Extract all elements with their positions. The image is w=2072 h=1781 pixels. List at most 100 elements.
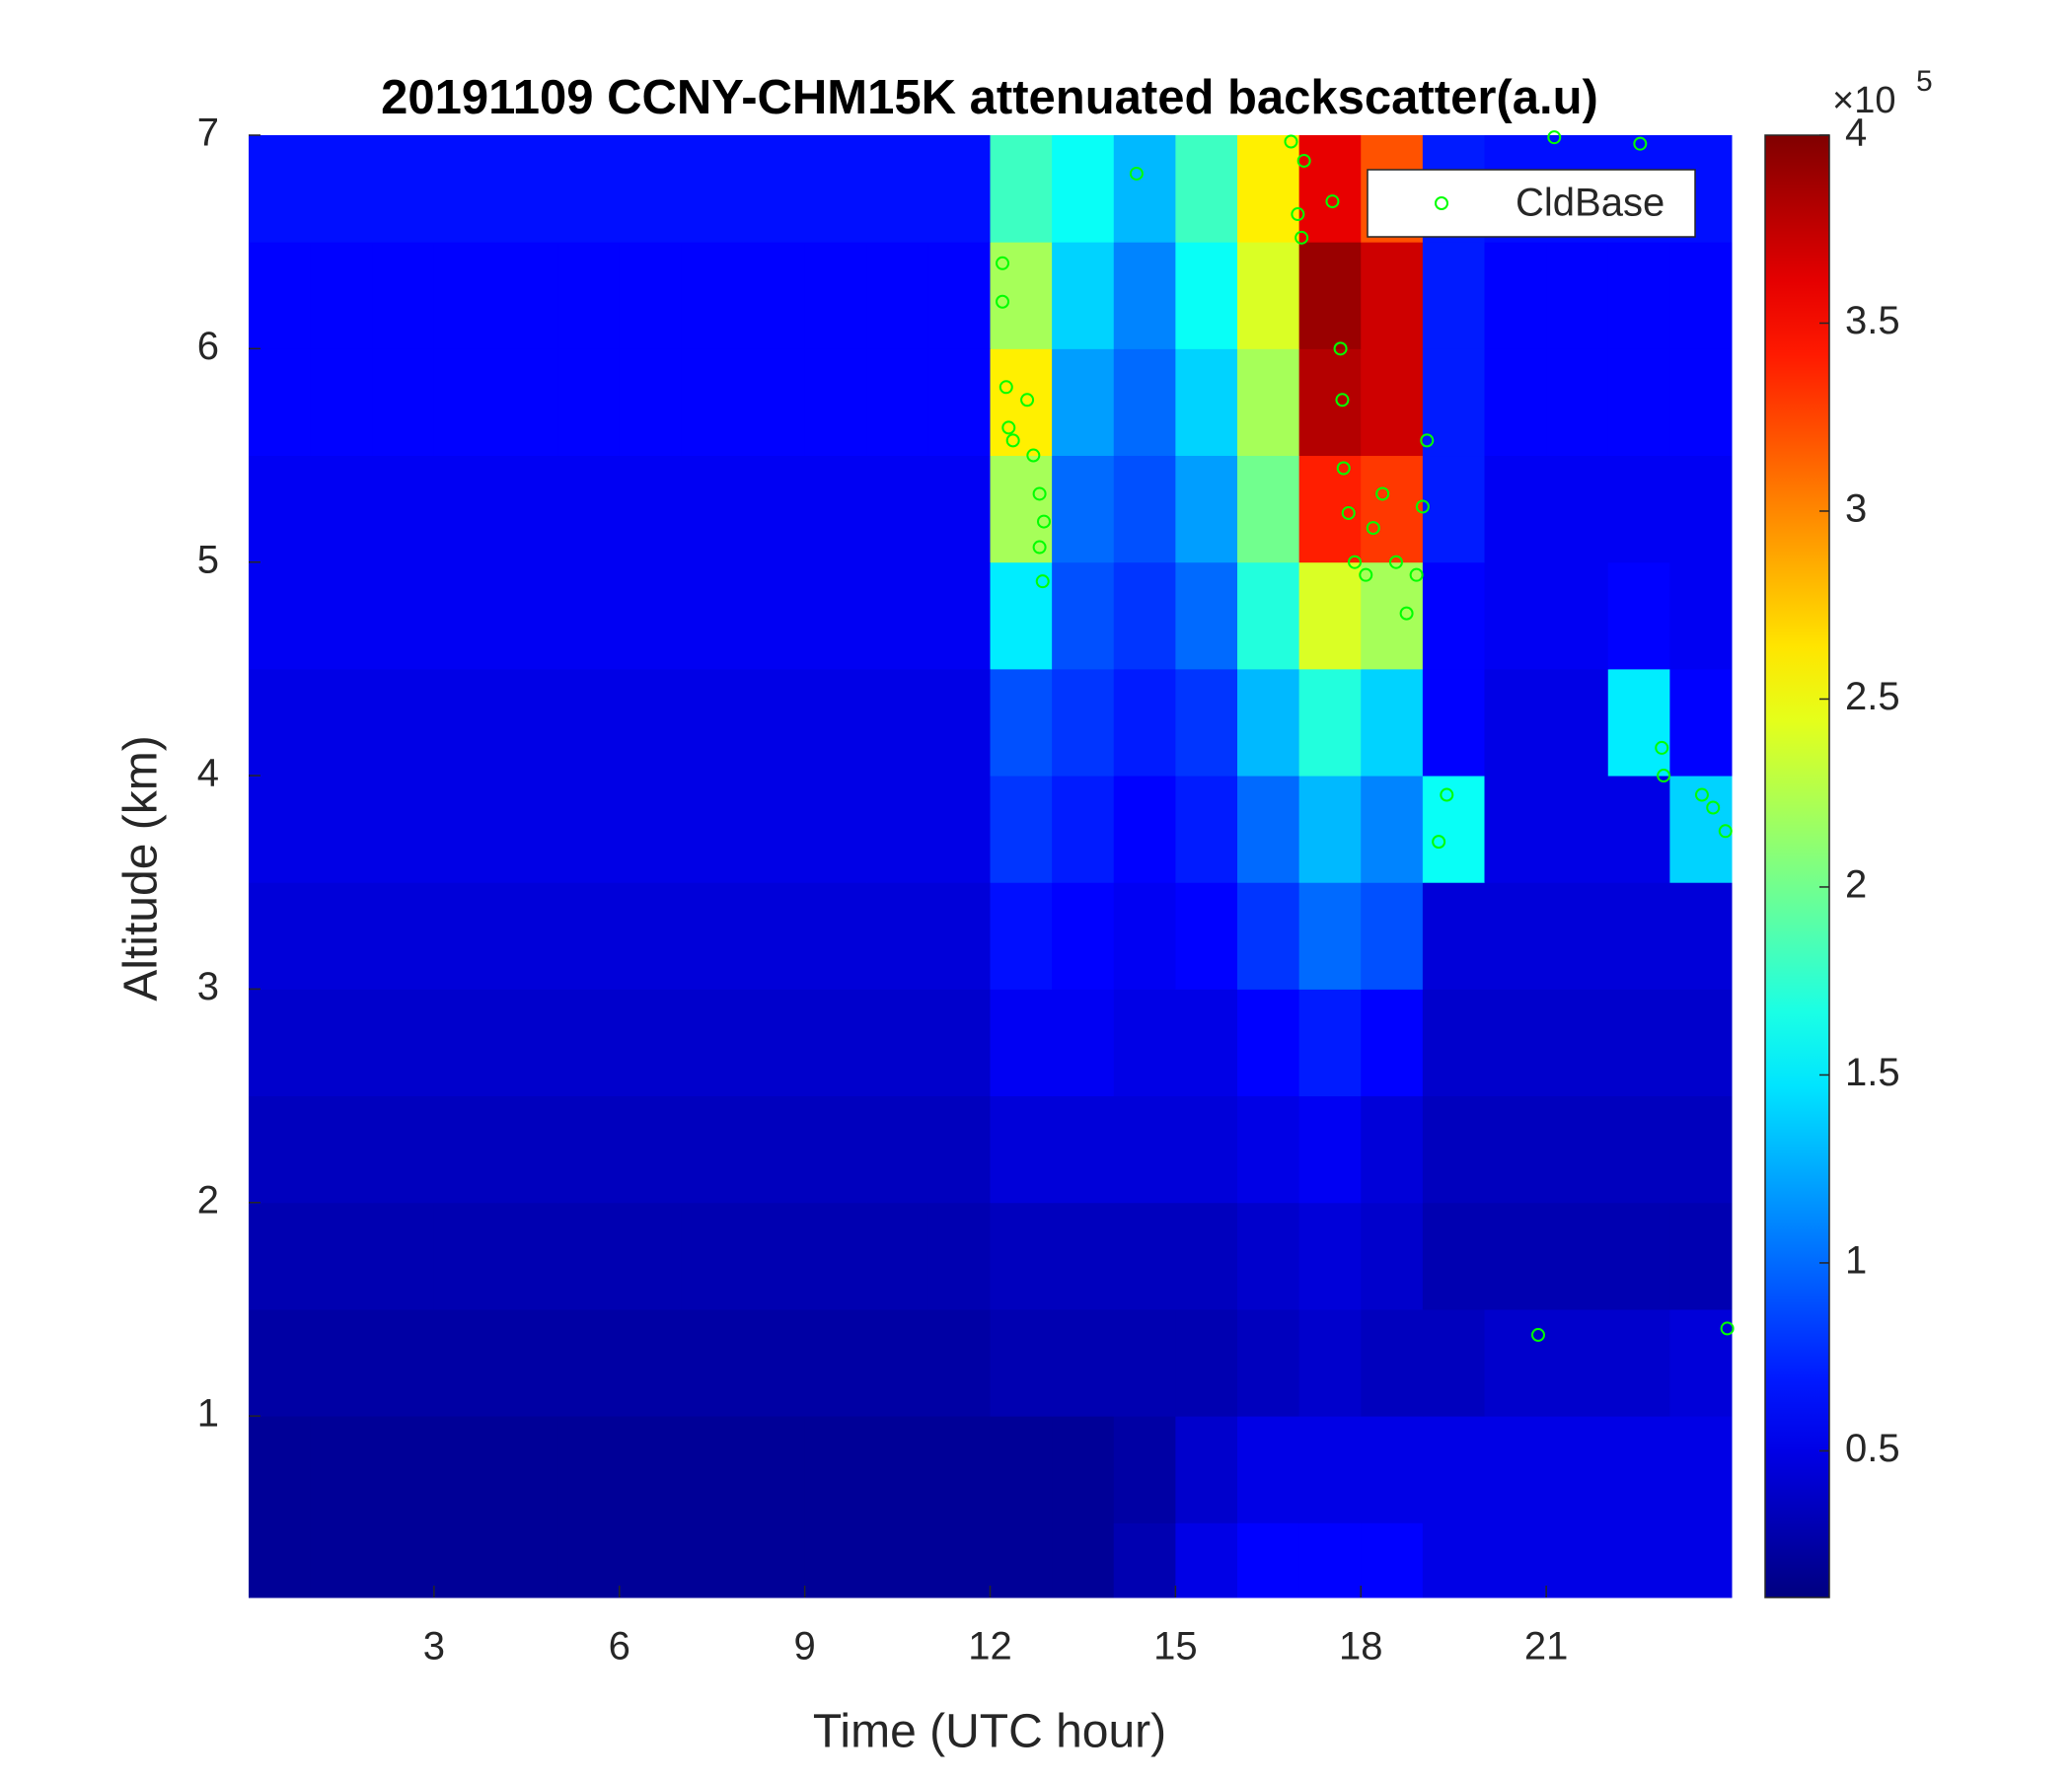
colorbar-tick-label: 4	[1845, 111, 1867, 155]
cloud-base-point	[1720, 1321, 1735, 1336]
heatmap-cell	[743, 561, 806, 670]
cloud-base-point	[1001, 420, 1016, 435]
heatmap-cell	[1422, 1522, 1485, 1598]
heatmap-cell	[990, 882, 1053, 990]
heatmap-cell	[1113, 882, 1176, 990]
heatmap-cell	[804, 1522, 867, 1598]
heatmap-cell	[495, 1308, 558, 1417]
y-tick-label: 2	[197, 1178, 219, 1222]
heatmap-cell	[1113, 1095, 1176, 1204]
heatmap-cell	[990, 561, 1053, 670]
heatmap-cell	[1052, 455, 1115, 563]
heatmap-cell	[1113, 1202, 1176, 1310]
heatmap-cell	[1607, 1095, 1670, 1204]
heatmap-cell	[1669, 561, 1733, 670]
heatmap-cell	[433, 1308, 496, 1417]
heatmap-cell	[495, 776, 558, 883]
cloud-base-point	[1035, 574, 1050, 589]
heatmap-cell	[619, 561, 682, 670]
heatmap-cell	[1669, 242, 1733, 349]
heatmap-cell	[1484, 1095, 1547, 1204]
heatmap-cell	[1546, 1308, 1609, 1417]
heatmap-cell	[927, 882, 991, 990]
heatmap-cell	[1237, 561, 1300, 670]
cloud-base-point	[1409, 567, 1424, 582]
heatmap-cell	[1361, 776, 1424, 883]
heatmap-cell	[1052, 561, 1115, 670]
heatmap-cell	[990, 1308, 1053, 1417]
heatmap-cell	[804, 348, 867, 457]
heatmap-cell	[1113, 776, 1176, 883]
heatmap-cell	[1298, 561, 1362, 670]
heatmap-cell	[619, 1095, 682, 1204]
heatmap-cell	[1361, 1095, 1424, 1204]
heatmap-cell	[433, 561, 496, 670]
heatmap-cell	[249, 1202, 312, 1310]
cloud-base-point	[1359, 567, 1373, 582]
heatmap-cell	[927, 1202, 991, 1310]
heatmap-cell	[681, 776, 744, 883]
heatmap-cell	[372, 135, 435, 243]
heatmap-cell	[990, 135, 1053, 243]
heatmap-cell	[433, 668, 496, 777]
heatmap-cell	[681, 1308, 744, 1417]
heatmap-cell	[804, 1202, 867, 1310]
cloud-base-point	[1333, 341, 1348, 356]
overlay	[996, 130, 1735, 1342]
heatmap-cell	[372, 561, 435, 670]
heatmap-cell	[1298, 668, 1362, 777]
heatmap-cell	[1052, 348, 1115, 457]
cloud-base-point	[1296, 153, 1311, 168]
heatmap-cell	[1175, 1416, 1238, 1523]
y-tick-label: 3	[197, 965, 219, 1008]
heatmap-cell	[557, 1522, 621, 1598]
x-tick-label: 21	[1524, 1625, 1569, 1669]
heatmap-cell	[1052, 1308, 1115, 1417]
heatmap-cell	[1052, 882, 1115, 990]
heatmap-cell	[1237, 242, 1300, 349]
heatmap-cell	[681, 1095, 744, 1204]
heatmap-cell	[1237, 1522, 1300, 1598]
heatmap-cell	[1237, 776, 1300, 883]
heatmap-cell	[495, 242, 558, 349]
heatmap-cell	[743, 1416, 806, 1523]
heatmap-cell	[619, 1522, 682, 1598]
heatmap-cell	[1484, 668, 1547, 777]
heatmap-cell	[249, 989, 312, 1097]
cloud-base-point	[999, 380, 1013, 395]
heatmap-cell	[372, 1095, 435, 1204]
heatmap-cell	[310, 989, 373, 1097]
heatmap-cell	[249, 561, 312, 670]
heatmap-cell	[1546, 348, 1609, 457]
heatmap-cell	[1422, 455, 1485, 563]
heatmap-cell	[495, 882, 558, 990]
colorbar-tick-label: 3	[1845, 487, 1867, 531]
heatmap-cell	[433, 455, 496, 563]
heatmap-cell	[557, 1308, 621, 1417]
heatmap-cell	[743, 989, 806, 1097]
heatmap-cell	[310, 348, 373, 457]
heatmap-cell	[249, 242, 312, 349]
heatmap-cell	[1422, 668, 1485, 777]
heatmap-cell	[1484, 989, 1547, 1097]
cloud-base-point	[1432, 835, 1446, 850]
heatmap-cell	[249, 1522, 312, 1598]
heatmap-cell	[495, 1202, 558, 1310]
heatmap-cell	[1546, 561, 1609, 670]
heatmap-cell	[866, 776, 929, 883]
cloud-base-point	[1347, 555, 1362, 569]
colorbar-tick-label: 2	[1845, 863, 1867, 907]
heatmap-cell	[681, 561, 744, 670]
heatmap-cell	[804, 242, 867, 349]
heatmap-cell	[804, 882, 867, 990]
heatmap-cell	[372, 1416, 435, 1523]
heatmap-cell	[433, 989, 496, 1097]
heatmap-cell	[1484, 1308, 1547, 1417]
colorbar-scale-base: ×10	[1832, 80, 1895, 121]
heatmap-cell	[866, 455, 929, 563]
heatmap-cell	[1422, 1095, 1485, 1204]
cloud-base-point	[1295, 230, 1309, 245]
heatmap-cell	[1361, 989, 1424, 1097]
heatmap-cell	[681, 1522, 744, 1598]
